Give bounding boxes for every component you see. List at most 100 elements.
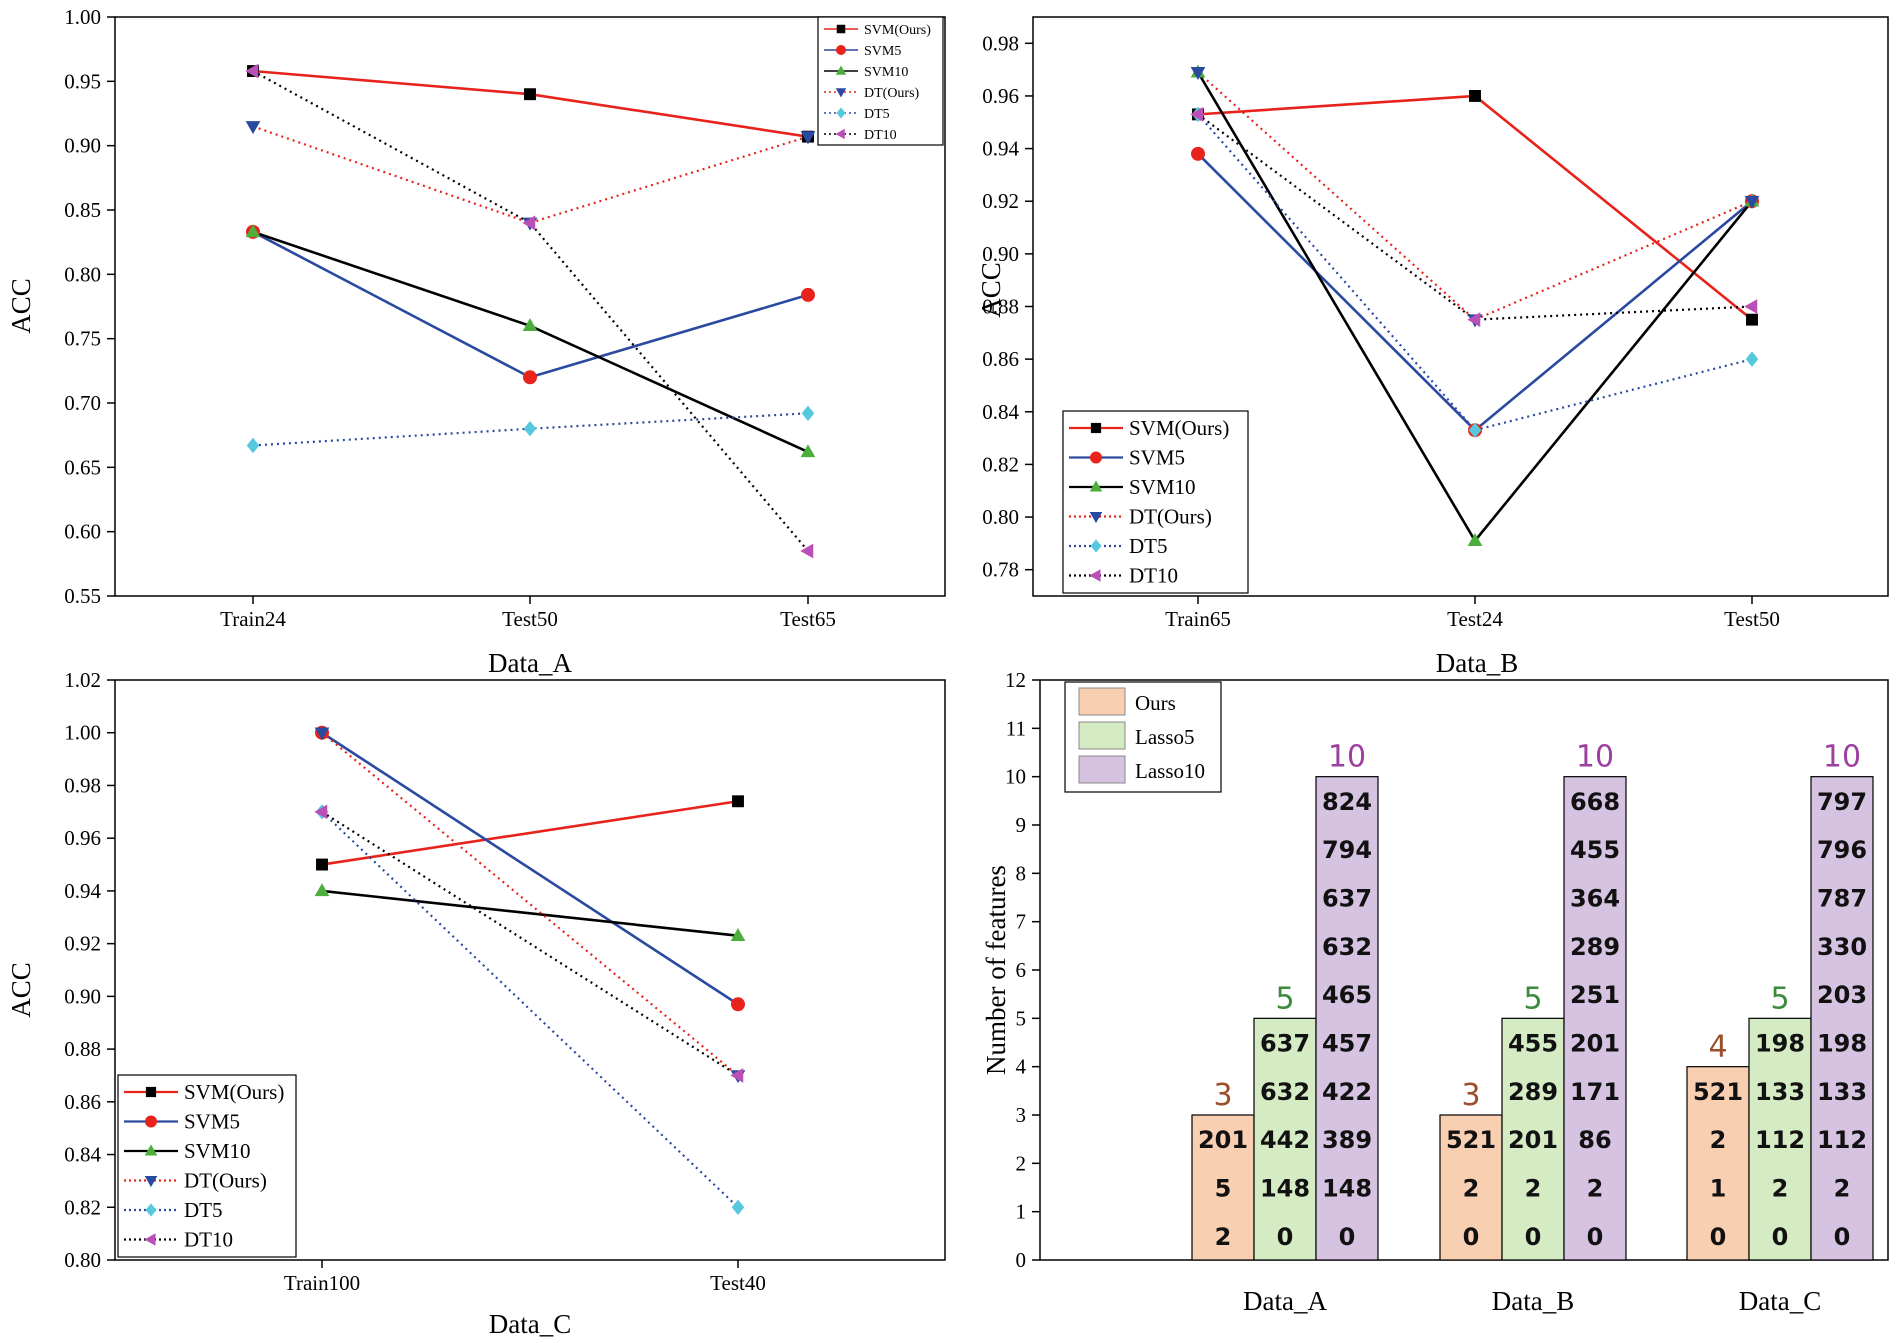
bar-Ours [1191,1114,1255,1261]
legend-marker [145,1115,157,1128]
series-line-DT(Ours) [252,125,809,225]
feature-index-label: 2 [1772,1175,1789,1203]
data-point-DT(Ours) [1744,195,1760,209]
bar-count-label: 10 [1328,740,1366,775]
legend: Ours Lasso5 Lasso10 [1064,681,1222,793]
legend-label: DT(Ours) [1129,505,1212,529]
data-point-DT5 [1468,422,1482,438]
bar-count-label: 4 [1708,1030,1727,1065]
legend-box [817,16,944,146]
y-tick-label: 11 [1006,716,1026,740]
y-tick-label: 0.94 [64,879,101,903]
bar-Lasso10 [1315,776,1379,1261]
data-point-SVM(Ours) [1469,90,1481,102]
legend-label: SVM(Ours) [1129,416,1229,440]
legend: SVM(Ours) SVM5 SVM10 DT(Ours) DT5 DT10 [1062,410,1249,594]
y-tick-label: 0.88 [982,295,1019,319]
feature-index-label: 796 [1817,836,1867,864]
y-tick-label: 0.70 [64,391,101,415]
legend-label: DT10 [184,1228,233,1252]
y-tick-label: 7 [1016,910,1027,934]
y-tick-label: 0.80 [64,1248,101,1272]
legend-marker [836,45,846,55]
y-tick-label: 0.98 [64,773,101,797]
feature-index-label: 201 [1570,1030,1620,1058]
data-point-DT10 [245,63,259,79]
legend-marker [1090,539,1102,553]
data-point-DT5 [801,405,815,421]
feature-index-label: 2 [1587,1175,1604,1203]
feature-index-label: 455 [1508,1030,1558,1058]
legend-box [117,1074,297,1258]
feature-index-label: 824 [1322,788,1372,816]
feature-index-label: 289 [1508,1078,1558,1106]
feature-index-label: 637 [1260,1030,1310,1058]
feature-index-label: 0 [1339,1223,1356,1251]
data-point-DT10 [1190,107,1204,122]
bar-count-label: 10 [1823,740,1861,775]
legend-label: SVM10 [864,65,908,80]
feature-index-label: 457 [1322,1030,1372,1058]
y-tick-label: 12 [1005,668,1026,692]
bar-Lasso5 [1501,1017,1565,1261]
y-axis-label: ACC [976,262,1006,318]
y-tick-label: 6 [1016,958,1027,982]
legend-label: Ours [1135,691,1176,715]
data-point-SVM10 [522,318,538,332]
y-tick-label: 0.92 [982,189,1019,213]
data-point-SVM10 [245,224,261,238]
legend-label: DT(Ours) [184,1169,267,1193]
series-line-SVM5 [321,731,739,1006]
y-tick-label: 5 [1016,1006,1027,1030]
data-point-SVM10 [314,883,330,897]
feature-index-label: 422 [1322,1078,1372,1106]
data-point-DT5 [1745,351,1759,367]
legend: SVM(Ours) SVM5 SVM10 DT(Ours) DT5 DT10 [117,1074,297,1258]
data-point-DT10 [314,804,328,820]
series-line-SVM10 [1196,71,1754,543]
y-tick-label: 8 [1016,861,1027,885]
series-line-DT5 [321,811,739,1209]
series-line-SVM5 [252,230,809,379]
bar-count-label: 5 [1275,981,1294,1016]
bar-Lasso10 [1810,776,1874,1261]
x-axis-label: Data_A [488,648,572,678]
y-axis-label: ACC [6,278,36,334]
data-point-DT10 [1467,312,1481,328]
feature-index-label: 198 [1755,1030,1805,1058]
y-tick-label: 0.86 [64,1090,101,1114]
feature-index-label: 133 [1817,1078,1867,1106]
bar-Lasso10 [1563,776,1627,1261]
legend-label: SVM10 [184,1139,251,1163]
y-tick-label: 0.92 [64,932,101,956]
legend-label: Lasso10 [1135,759,1205,783]
y-tick-label: 0.80 [64,262,101,286]
data-point-SVM10 [800,444,816,458]
legend-label: SVM10 [1129,475,1196,499]
line-chart-C: 0.80 0.82 0.84 0.86 0.88 0.90 0.92 0.94 0.96 0.98… [6,668,946,1339]
x-tick-label: Train24 [220,607,286,631]
legend-label: DT5 [1129,534,1168,558]
feature-index-label: 2 [1215,1223,1232,1251]
y-tick-label: 0.90 [64,134,101,158]
feature-index-label: 637 [1322,885,1372,913]
y-tick-label: 0.55 [64,584,101,608]
legend-marker [1089,512,1103,524]
bar-count-label: 3 [1461,1078,1480,1113]
y-tick-label: 1.00 [64,721,101,745]
feature-index-label: 0 [1587,1223,1604,1251]
bar-count-label: 3 [1213,1078,1232,1113]
y-tick-label: 0.88 [64,1037,101,1061]
legend-marker [1089,480,1103,492]
x-axis-label: Data_C [489,1309,571,1339]
line-chart-B: 0.78 0.80 0.82 0.84 0.86 0.88 0.90 0.92 0.94 0.96… [976,16,1889,678]
feature-index-label: 251 [1570,981,1620,1009]
y-tick-label: 0.84 [982,400,1019,424]
data-point-DT(Ours) [1190,67,1206,80]
y-tick-label: 1.02 [64,668,101,692]
feature-index-label: 148 [1322,1175,1372,1203]
feature-index-label: 112 [1755,1126,1805,1154]
x-tick-label: Test40 [710,1271,766,1295]
legend-marker [144,1144,158,1156]
x-tick-label: Test50 [1724,607,1780,631]
